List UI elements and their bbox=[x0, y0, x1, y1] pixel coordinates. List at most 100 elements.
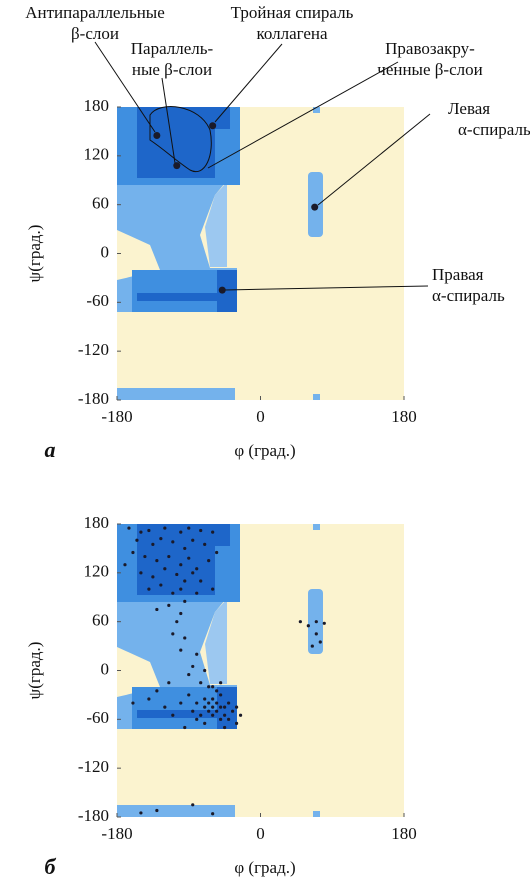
y-tick-label: -60 bbox=[86, 291, 109, 310]
point bbox=[183, 725, 187, 730]
point bbox=[215, 709, 219, 713]
point bbox=[203, 721, 207, 726]
point bbox=[203, 542, 207, 546]
y-tick-label: 0 bbox=[101, 659, 110, 678]
point bbox=[171, 591, 175, 595]
point bbox=[175, 572, 179, 577]
x-axis-label: φ (град.) bbox=[234, 858, 295, 877]
x-tick-label: 180 bbox=[391, 824, 417, 843]
point bbox=[199, 681, 203, 685]
point bbox=[179, 563, 183, 567]
x-tick-label: 180 bbox=[391, 407, 417, 426]
annotation: α-спираль bbox=[432, 286, 505, 305]
point bbox=[191, 803, 195, 807]
y-tick-label: 60 bbox=[92, 194, 109, 213]
y-tick-label: 0 bbox=[101, 242, 110, 261]
point bbox=[207, 701, 211, 705]
y-tick-label: -180 bbox=[78, 806, 109, 825]
point bbox=[195, 591, 199, 595]
point bbox=[215, 550, 219, 555]
point bbox=[171, 632, 175, 636]
point bbox=[143, 554, 147, 559]
point bbox=[223, 705, 227, 709]
point bbox=[314, 620, 318, 624]
leader-line bbox=[224, 285, 429, 291]
point bbox=[211, 705, 215, 709]
y-tick-label: 120 bbox=[84, 562, 110, 581]
point bbox=[167, 554, 171, 559]
leader-line bbox=[207, 61, 399, 169]
annotation: Правая bbox=[432, 265, 484, 284]
point bbox=[211, 587, 215, 591]
point bbox=[139, 571, 143, 575]
point bbox=[223, 725, 227, 730]
y-tick-label: -120 bbox=[78, 340, 109, 359]
annotation: ченные β-слои bbox=[377, 60, 482, 79]
point bbox=[135, 538, 139, 542]
point bbox=[155, 689, 159, 693]
point bbox=[175, 620, 179, 624]
point bbox=[179, 701, 183, 705]
panel-b bbox=[117, 524, 404, 817]
point bbox=[211, 697, 215, 701]
point bbox=[123, 563, 127, 567]
point bbox=[211, 812, 215, 816]
point bbox=[219, 693, 223, 697]
point bbox=[187, 693, 191, 697]
point bbox=[191, 538, 195, 542]
y-tick-label: 180 bbox=[84, 513, 110, 532]
leader-line bbox=[94, 41, 156, 133]
point bbox=[167, 681, 171, 685]
y-tick-label: 180 bbox=[84, 96, 110, 115]
x-tick-label: -180 bbox=[101, 407, 132, 426]
point bbox=[199, 528, 203, 533]
point bbox=[298, 620, 302, 624]
point bbox=[155, 808, 159, 813]
point bbox=[195, 567, 199, 571]
point bbox=[179, 530, 183, 534]
point bbox=[187, 526, 191, 530]
point bbox=[215, 689, 219, 693]
point bbox=[223, 713, 227, 717]
point bbox=[199, 713, 203, 717]
point bbox=[155, 607, 159, 612]
point bbox=[159, 583, 163, 587]
point bbox=[183, 546, 187, 551]
point bbox=[227, 701, 231, 705]
point bbox=[179, 611, 183, 616]
panel-a bbox=[94, 41, 431, 400]
point bbox=[322, 621, 326, 625]
point bbox=[163, 567, 167, 571]
y-tick-label: -120 bbox=[78, 757, 109, 776]
point bbox=[139, 530, 143, 534]
annotation: ные β-слои bbox=[132, 60, 212, 79]
point bbox=[195, 701, 199, 705]
point bbox=[306, 624, 310, 628]
point bbox=[203, 668, 207, 673]
point bbox=[159, 537, 163, 541]
point bbox=[183, 579, 187, 583]
y-axis-label: ψ(град.) bbox=[25, 642, 44, 700]
x-tick-label: 0 bbox=[256, 407, 265, 426]
point bbox=[155, 559, 159, 563]
point bbox=[311, 203, 319, 211]
point bbox=[203, 705, 207, 709]
point bbox=[163, 705, 167, 709]
point bbox=[187, 672, 191, 677]
x-axis-label: φ (град.) bbox=[234, 441, 295, 460]
point bbox=[195, 717, 199, 721]
point bbox=[230, 709, 235, 713]
point bbox=[207, 559, 211, 563]
point bbox=[183, 636, 187, 640]
y-tick-label: -180 bbox=[78, 389, 109, 408]
annotation: β-слои bbox=[71, 24, 119, 43]
annotation: α-спираль bbox=[458, 120, 530, 139]
point bbox=[211, 530, 215, 534]
point bbox=[219, 705, 223, 709]
y-tick-label: -60 bbox=[86, 708, 109, 727]
point bbox=[167, 603, 171, 607]
point bbox=[171, 713, 175, 717]
point bbox=[191, 709, 195, 713]
